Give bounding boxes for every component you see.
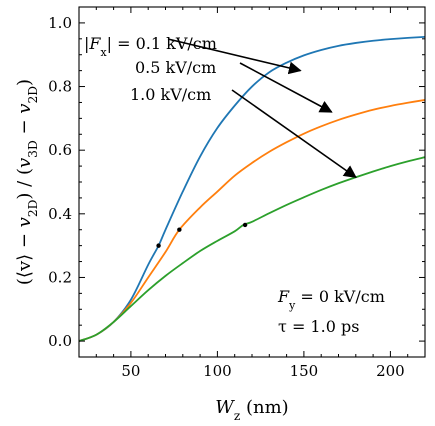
annotation-label-2: 1.0 kV/cm — [130, 85, 211, 104]
labels: 50 100 150 200 0.0 0.2 0.4 0.6 0.8 1.0 Wz (nm) (⟨v⟩… — [14, 14, 405, 423]
y-tick-label: 0.6 — [48, 141, 72, 159]
y-tick-label: 1.0 — [48, 14, 72, 32]
plot-markers — [156, 222, 248, 248]
annotation-label-1: 0.5 kV/cm — [135, 58, 216, 77]
series-line-1 — [79, 99, 425, 342]
y-tick-label: 0.4 — [48, 205, 72, 223]
x-tick-label: 100 — [203, 362, 232, 380]
x-axis-label: Wz (nm) — [215, 397, 288, 423]
plot-arrows — [167, 38, 357, 178]
annotation-arrow-2 — [231, 89, 357, 178]
marker-point-0 — [156, 243, 161, 248]
y-tick-label: 0.2 — [48, 268, 72, 286]
plot-lines — [79, 36, 425, 342]
annotation-arrow-1 — [239, 62, 333, 113]
axis-ticks — [79, 6, 426, 358]
x-tick-label: 50 — [121, 362, 140, 380]
inset-text-tau: τ = 1.0 ps — [278, 317, 359, 336]
x-tick-label: 150 — [290, 362, 319, 380]
series-line-2 — [79, 156, 425, 342]
annotation-label-0: |Fx| = 0.1 kV/cm — [84, 34, 217, 59]
annotation-arrow-0 — [167, 38, 302, 75]
y-axis-label: (⟨v⟩ − v2D) / (v3D − v2D) — [14, 79, 40, 285]
plot-frame — [78, 6, 426, 358]
y-tick-label: 0.8 — [48, 78, 72, 96]
marker-point-2 — [242, 222, 248, 228]
series-line-0 — [79, 36, 425, 342]
inset-text-field: Fy = 0 kV/cm — [277, 287, 385, 312]
marker-point-1 — [177, 227, 182, 232]
y-tick-label: 0.0 — [48, 332, 72, 350]
x-tick-label: 200 — [376, 362, 405, 380]
